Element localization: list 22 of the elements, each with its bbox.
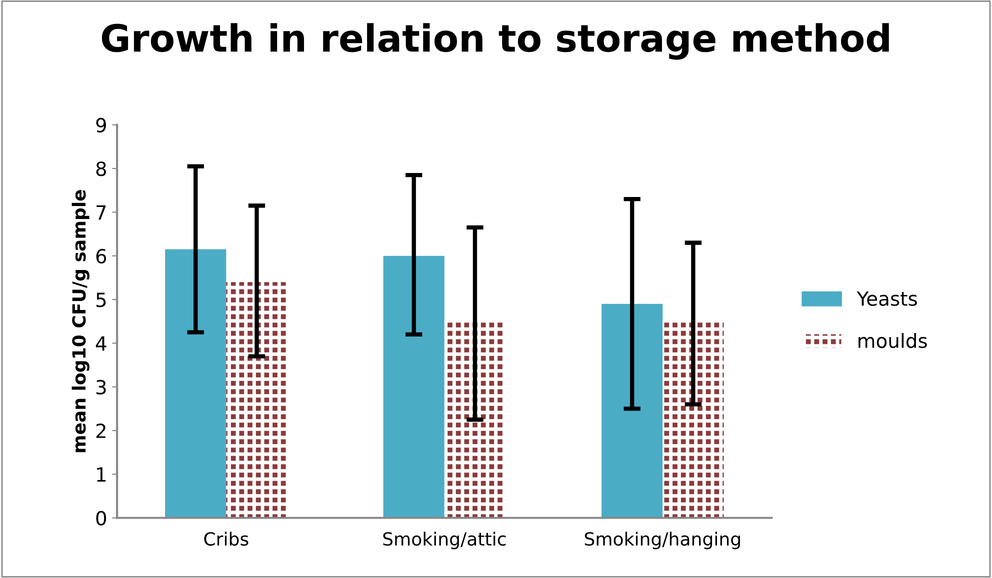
y-tick-label: 4: [96, 336, 106, 351]
bar: [602, 304, 663, 518]
x-tick-label: Smoking/hanging: [584, 532, 740, 550]
y-tick-label: 5: [96, 292, 106, 308]
legend-label: Yeasts: [856, 291, 917, 306]
y-tick-label: 6: [96, 248, 106, 264]
x-tick-label: Smoking/attic: [383, 532, 506, 550]
y-tick-label: 8: [96, 161, 106, 176]
y-tick-label: 2: [96, 424, 106, 438]
y-axis-title: mean log10 CFU/g sample: [72, 190, 90, 452]
y-tick-label: 1: [97, 467, 106, 482]
x-tick-label: Cribs: [204, 532, 248, 546]
bar: [662, 321, 724, 518]
y-tick-label: 7: [96, 205, 106, 220]
y-tick-label: 0: [96, 510, 106, 526]
legend-label: moulds: [858, 333, 927, 348]
bar: [383, 256, 444, 518]
bar: [165, 249, 226, 518]
y-tick-label: 9: [96, 118, 106, 133]
chart-title: Growth in relation to storage method: [102, 23, 889, 60]
bar: [226, 282, 288, 518]
y-tick-label: 3: [96, 380, 106, 395]
